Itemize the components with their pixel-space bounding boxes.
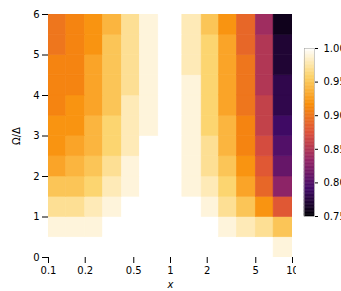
svg-text:2: 2 <box>33 171 39 182</box>
svg-text:5: 5 <box>253 265 259 276</box>
svg-text:0.5: 0.5 <box>126 265 142 276</box>
svg-text:5: 5 <box>33 49 39 60</box>
svg-text:0.80: 0.80 <box>324 177 341 188</box>
svg-text:0.2: 0.2 <box>77 265 93 276</box>
svg-text:0.85: 0.85 <box>324 144 341 155</box>
svg-text:0: 0 <box>33 252 39 263</box>
svg-text:1: 1 <box>167 265 173 276</box>
svg-text:4: 4 <box>33 90 39 101</box>
svg-text:0.75: 0.75 <box>324 211 341 222</box>
svg-text:x: x <box>167 279 174 290</box>
svg-text:1: 1 <box>33 211 39 222</box>
svg-text:6: 6 <box>33 9 39 20</box>
svg-text:0.1: 0.1 <box>41 265 57 276</box>
svg-text:0.95: 0.95 <box>324 76 341 87</box>
svg-text:Ω/Δ: Ω/Δ <box>11 127 22 145</box>
svg-text:1.00: 1.00 <box>324 43 341 54</box>
svg-text:10: 10 <box>286 265 296 276</box>
svg-text:2: 2 <box>204 265 210 276</box>
svg-text:3: 3 <box>33 130 39 141</box>
svg-text:0.90: 0.90 <box>324 110 341 121</box>
